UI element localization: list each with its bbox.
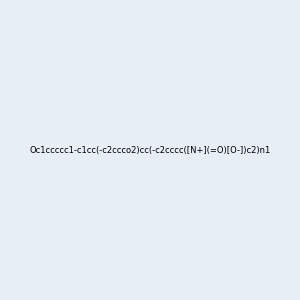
Text: Oc1ccccc1-c1cc(-c2ccco2)cc(-c2cccc([N+](=O)[O-])c2)n1: Oc1ccccc1-c1cc(-c2ccco2)cc(-c2cccc([N+](… xyxy=(29,146,271,154)
